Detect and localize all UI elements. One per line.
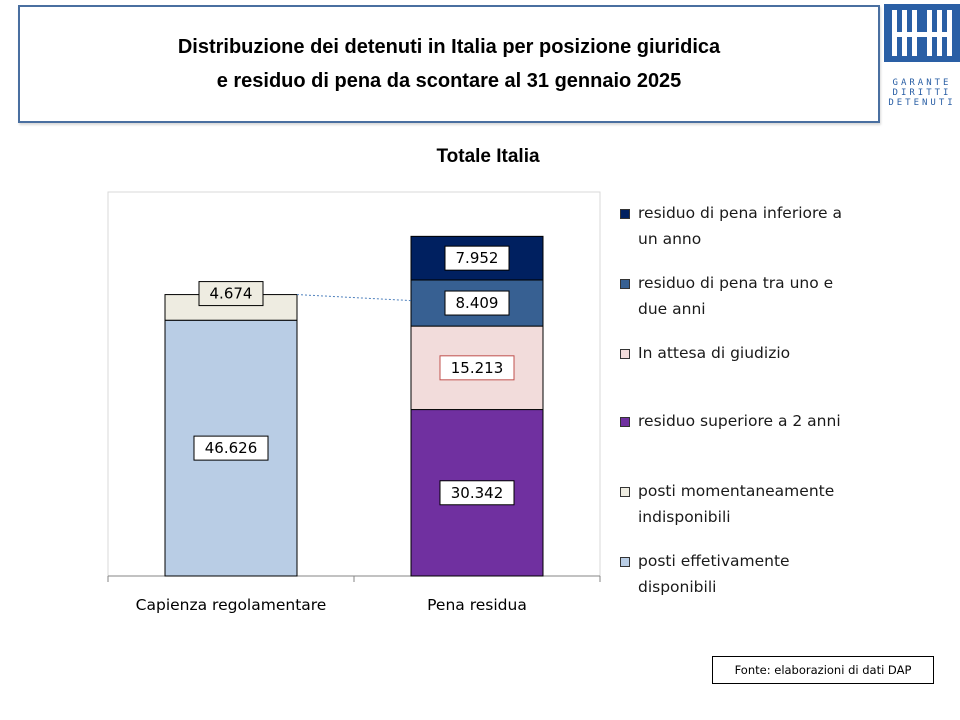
legend-swatch (620, 279, 630, 289)
chart-title: Totale Italia (436, 146, 540, 167)
legend-label-line1: residuo superiore a 2 anni (638, 412, 841, 430)
legend-item: In attesa di giudizio (620, 340, 880, 366)
legend-swatch (620, 209, 630, 219)
data-label: 30.342 (451, 484, 504, 502)
data-label-box (439, 355, 515, 381)
source-text: Fonte: elaborazioni di dati DAP (734, 663, 912, 677)
connector-line (296, 294, 412, 302)
legend-label-line2: due anni (638, 300, 706, 318)
legend-swatch (620, 417, 630, 427)
data-label: 7.952 (456, 249, 499, 267)
data-label-box (198, 281, 264, 307)
data-label-box (193, 435, 269, 461)
legend-item: residuo superiore a 2 anni (620, 408, 880, 434)
data-label: 15.213 (451, 359, 504, 377)
legend-label: residuo superiore a 2 anni (638, 408, 880, 434)
x-tick-label: Pena residua (427, 596, 527, 614)
garante-logo: GARANTE DIRITTI DETENUTI (884, 4, 960, 108)
logo-emblem-icon (884, 4, 960, 78)
legend-item: residuo di pena tra uno e due anni (620, 270, 880, 322)
legend-label-line2: un anno (638, 230, 702, 248)
legend-swatch (620, 487, 630, 497)
legend-label-line1: residuo di pena tra uno e (638, 274, 834, 292)
x-tick-label: Capienza regolamentare (136, 596, 327, 614)
legend-label-line1: posti momentaneamente (638, 482, 835, 500)
legend-swatch (620, 349, 630, 359)
legend-item: residuo di pena inferiore a un anno (620, 200, 880, 252)
data-label: 8.409 (456, 294, 499, 312)
logo-text-line2: DIRITTI (892, 88, 952, 98)
legend-label-line2: disponibili (638, 578, 717, 596)
logo-text-line1: GARANTE (892, 78, 952, 88)
page-title-line2: e residuo di pena da scontare al 31 genn… (216, 70, 682, 92)
logo-text-line3: DETENUTI (888, 98, 956, 108)
legend-swatch (620, 557, 630, 567)
legend-label: posti momentaneamente indisponibili (638, 478, 880, 530)
page-title-line1: Distribuzione dei detenuti in Italia per… (177, 36, 721, 58)
legend-label: residuo di pena inferiore a un anno (638, 200, 880, 252)
data-label: 4.674 (210, 285, 253, 303)
title-box: Distribuzione dei detenuti in Italia per… (18, 5, 880, 123)
data-label: 46.626 (205, 439, 258, 457)
legend-label-line1: posti effetivamente (638, 552, 790, 570)
legend-label-line2: indisponibili (638, 508, 731, 526)
data-label-box (439, 480, 515, 506)
legend-item: posti momentaneamente indisponibili (620, 478, 880, 530)
legend-label: In attesa di giudizio (638, 340, 880, 366)
data-label-box (444, 245, 510, 271)
legend-item: posti effetivamente disponibili (620, 548, 880, 600)
legend-label-line1: In attesa di giudizio (638, 344, 791, 362)
legend-label: residuo di pena tra uno e due anni (638, 270, 880, 322)
legend-label: posti effetivamente disponibili (638, 548, 880, 600)
legend-label-line1: residuo di pena inferiore a (638, 204, 842, 222)
data-label-box (444, 290, 510, 316)
source-note: Fonte: elaborazioni di dati DAP (712, 656, 934, 684)
